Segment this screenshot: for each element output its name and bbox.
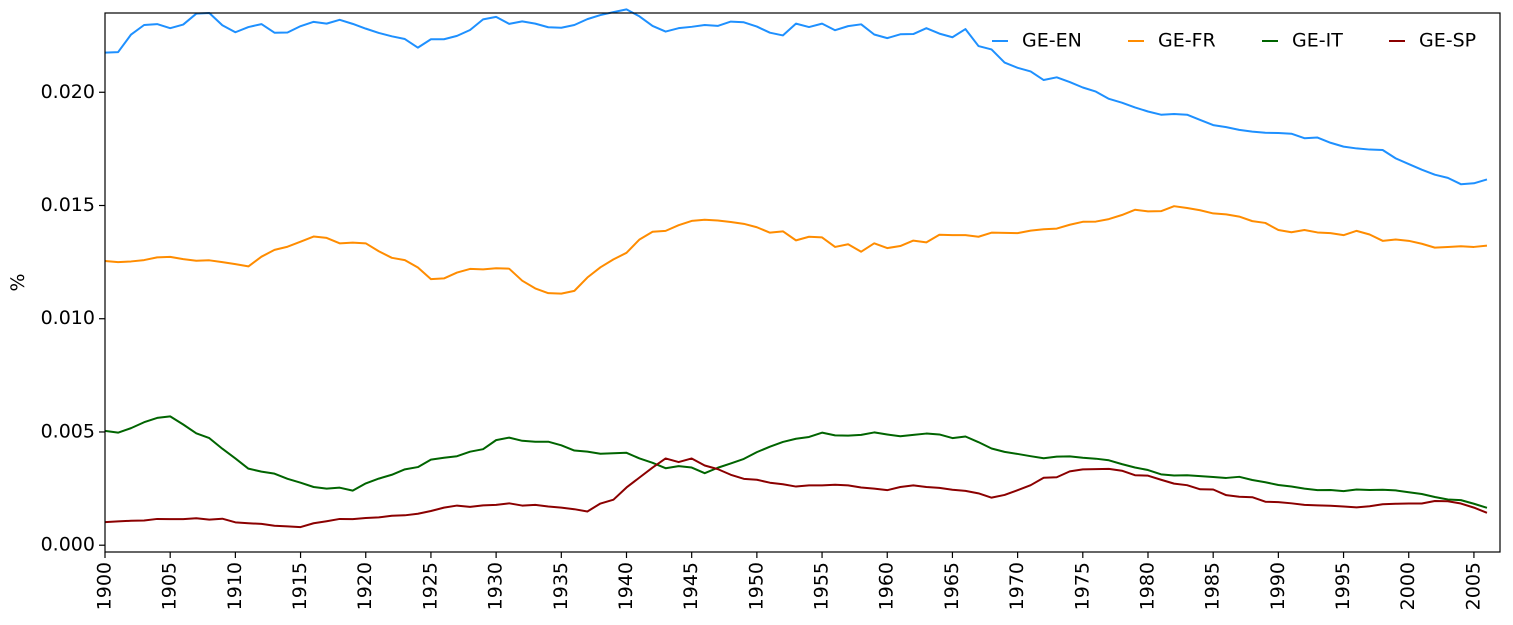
x-tick-label: 1905 — [159, 562, 181, 610]
x-axis: 1900 1905 1910 1915 1920 1925 1930 1935 1940 1945… — [94, 552, 1484, 610]
legend-label: GE-IT — [1292, 30, 1343, 52]
x-tick-label: 1900 — [94, 562, 116, 610]
x-tick-label: 1945 — [680, 562, 702, 610]
plot-frame — [104, 12, 1501, 553]
y-tick-label: 0.015 — [41, 194, 95, 216]
x-tick-label: 1940 — [615, 562, 637, 610]
y-tick-label: 0.005 — [41, 420, 95, 442]
series-line-ge-fr — [104, 205, 1488, 295]
x-tick-label: 1925 — [419, 562, 441, 610]
legend-label: GE-FR — [1158, 30, 1216, 52]
x-tick-label: 1990 — [1267, 562, 1289, 610]
legend: GE-EN GE-FR GE-IT GE-SP — [992, 30, 1476, 52]
x-tick-label: 2005 — [1462, 562, 1484, 610]
x-tick-label: 1910 — [224, 562, 246, 610]
y-tick-label: 0.020 — [41, 81, 95, 103]
x-tick-label: 1915 — [289, 562, 311, 610]
legend-item-ge-fr: GE-FR — [1128, 30, 1216, 52]
x-tick-label: 1965 — [941, 562, 963, 610]
y-tick-label: 0.010 — [41, 307, 95, 329]
x-tick-label: 1985 — [1202, 562, 1224, 610]
x-tick-label: 1955 — [811, 562, 833, 610]
x-tick-label: 1975 — [1071, 562, 1093, 610]
legend-label: GE-SP — [1419, 30, 1476, 52]
x-tick-label: 1970 — [1006, 562, 1028, 610]
series-line-ge-en — [104, 8, 1488, 186]
x-tick-label: 1960 — [876, 562, 898, 610]
x-tick-label: 1995 — [1332, 562, 1354, 610]
legend-label: GE-EN — [1022, 30, 1082, 52]
x-tick-label: 1935 — [550, 562, 572, 610]
x-tick-label: 1920 — [354, 562, 376, 610]
y-axis-label: % — [7, 273, 29, 291]
y-tick-label: 0.000 — [41, 534, 95, 556]
x-tick-label: 1930 — [485, 562, 507, 610]
legend-item-ge-it: GE-IT — [1262, 30, 1343, 52]
series-line-ge-it — [104, 415, 1488, 509]
legend-item-ge-sp: GE-SP — [1389, 30, 1476, 52]
series-layer — [104, 8, 1488, 529]
legend-item-ge-en: GE-EN — [992, 30, 1082, 52]
x-tick-label: 1950 — [745, 562, 767, 610]
series-line-ge-sp — [104, 457, 1488, 529]
x-tick-label: 2000 — [1397, 562, 1419, 610]
x-tick-label: 1980 — [1136, 562, 1158, 610]
y-axis: 0.000 0.005 0.010 0.015 0.020 — [41, 81, 105, 556]
